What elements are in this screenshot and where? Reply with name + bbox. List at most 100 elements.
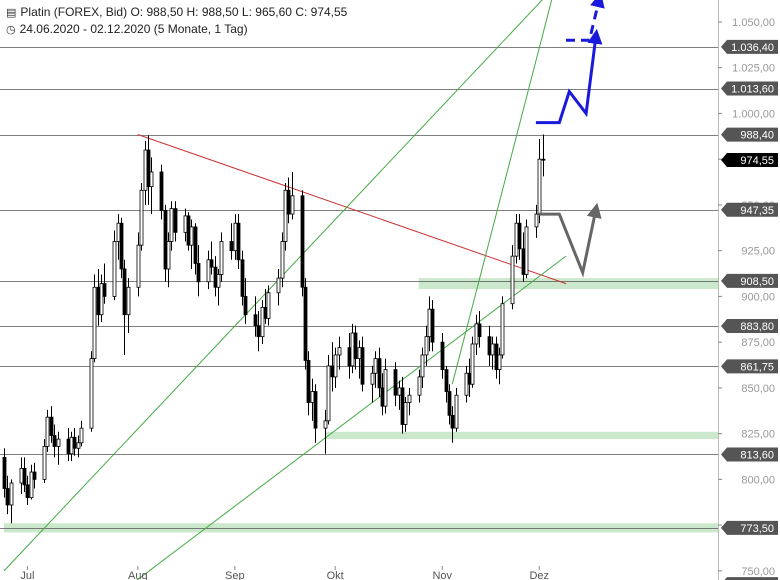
candle [417,369,422,403]
scenario-arrows [535,0,605,278]
support-zones [4,278,718,533]
support-zone-1 [325,431,718,440]
candle-body [403,402,408,425]
candle [383,358,388,414]
candle [403,397,408,432]
close-value: 974,55 [310,5,348,19]
level-tag-label: 908,50 [740,276,774,288]
candle-body [464,372,469,396]
candle-body [377,358,382,389]
candle [290,171,295,220]
price-tick-label: 800,00 [741,474,775,486]
candle [92,274,97,363]
price-tick-label: 850,00 [741,383,775,395]
current-price-tag-label: 974,55 [740,155,774,167]
price-tick-label: 925,00 [741,246,775,258]
instrument-name: Platin (FOREX, Bid) [20,5,128,19]
level-tag-label: 1.036,40 [731,42,774,54]
candle [514,214,519,264]
date-tick-label: Dez [529,570,549,580]
horizontal-levels [0,47,718,529]
candle [256,311,261,352]
open-label: O: [130,5,144,19]
date-tick-label: Aug [128,570,148,580]
candle [193,223,198,275]
candle [500,296,505,359]
candle-body [290,195,295,215]
level-tag-shape [721,39,778,54]
candle [240,250,245,306]
candle [490,336,495,370]
candle-body [357,347,362,360]
candle [357,340,362,379]
price-tick-label: 1.025,00 [732,63,775,75]
trend-line-steep-trend [451,0,553,385]
candle-body [497,354,502,370]
candle-body [213,266,218,288]
candle-body [490,343,495,356]
candle [464,365,469,403]
candle [183,208,188,242]
candle-body [146,149,151,188]
level-tag-shape [721,273,778,288]
candle-body [470,343,475,385]
candle-body [326,365,331,422]
candle [72,428,77,456]
candle-body [126,286,131,316]
candle [333,347,338,388]
candle [537,139,542,224]
candle-body [494,343,499,370]
candle-body [537,158,542,215]
candle-body [72,436,77,449]
price-tick-label: 1.000,00 [732,108,775,120]
candle-body [440,341,445,370]
candle [427,296,432,352]
date-range: 24.06.2020 - 02.12.2020 [19,22,151,36]
candle-body [52,435,57,447]
candle-body [444,369,449,392]
candle-body [380,387,385,407]
candle [380,373,385,416]
candle-body [29,471,34,499]
candle [450,406,455,443]
candle-body [333,354,338,378]
candle [330,342,335,392]
candle-body [92,286,97,360]
candle-body [143,149,148,191]
candle [2,448,7,498]
level-tag-shape [721,202,778,217]
candle-body [347,347,352,367]
candle-body [96,286,101,316]
candle [116,214,121,260]
level-tag-label: 988,40 [740,130,774,142]
candle [143,140,148,205]
candle [119,217,124,279]
close-label: C: [295,5,308,19]
candle [440,332,445,379]
candle-body [79,427,84,444]
candle-body [209,259,214,268]
level-tag-label: 773,50 [740,523,774,535]
candle [477,311,482,348]
candle [122,259,127,355]
candle [286,177,291,224]
candle [99,274,104,323]
price-tick-label: 900,00 [741,291,775,303]
candle [29,464,34,500]
scenario-bullish-extension [566,0,605,42]
candle [243,278,248,324]
candle [326,354,331,425]
candle-body [49,416,54,436]
candle [541,134,546,177]
candle-body [69,436,74,455]
candle [300,190,305,297]
candle-body [5,488,10,506]
candle-body [136,244,141,288]
candle-body [116,222,121,242]
candle-body [430,308,435,343]
candle-body [193,226,198,264]
candle [79,420,84,447]
candle [159,164,164,220]
candle [470,336,475,388]
candle [163,204,168,282]
